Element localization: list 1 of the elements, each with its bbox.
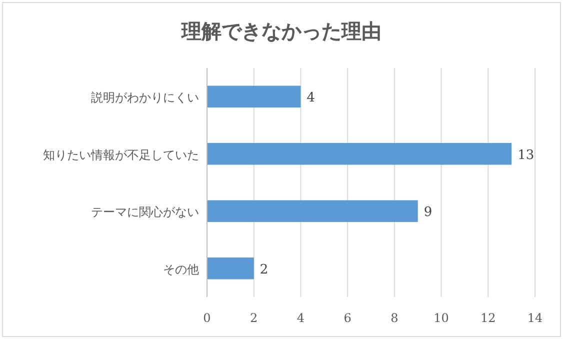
title: 理解できなかった理由 (182, 19, 382, 43)
